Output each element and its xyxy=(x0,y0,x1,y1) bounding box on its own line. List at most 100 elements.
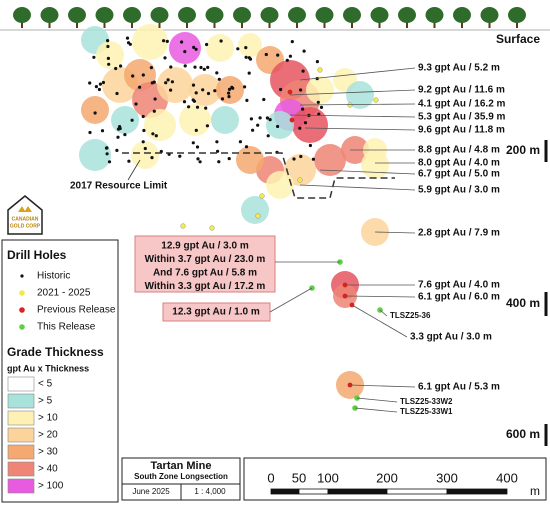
tree-trunk xyxy=(406,20,408,28)
historic-hole xyxy=(94,85,98,89)
scale-label: 200 xyxy=(376,470,398,485)
intercept-label: 6.1 gpt Au / 5.3 m xyxy=(418,382,500,393)
recent-hole xyxy=(317,67,323,73)
callout-text: Within 3.3 gpt Au / 17.2 m xyxy=(145,281,266,292)
historic-hole xyxy=(206,91,211,96)
grade-blob xyxy=(131,141,159,169)
historic-hole xyxy=(244,55,248,59)
historic-hole xyxy=(311,157,315,161)
tree-trunk xyxy=(461,20,463,28)
grade-blob xyxy=(361,151,389,179)
intercept-label: 8.0 gpt Au / 4.0 m xyxy=(418,158,500,169)
historic-hole xyxy=(118,125,122,129)
historic-hole xyxy=(301,69,305,73)
historic-hole xyxy=(301,107,305,111)
logo-text: CANADIAN xyxy=(12,216,39,222)
tree-crown xyxy=(205,7,224,23)
grade-blob xyxy=(266,111,294,139)
historic-hole xyxy=(213,89,217,93)
historic-hole xyxy=(243,85,247,89)
grade-blob xyxy=(189,74,221,106)
grade-blob xyxy=(81,96,109,124)
legend-label: This Release xyxy=(37,322,96,333)
legend-label: 2021 - 2025 xyxy=(37,288,91,299)
scale-segment xyxy=(446,488,508,495)
tree-crown xyxy=(288,7,306,23)
intercept-label: 3.3 gpt Au / 3.0 m xyxy=(410,332,492,343)
historic-hole xyxy=(92,55,96,59)
grade-blob xyxy=(132,24,168,60)
historic-hole xyxy=(220,97,225,101)
tree-trunk xyxy=(433,20,436,28)
logo-shield xyxy=(7,195,43,235)
leader xyxy=(289,89,416,96)
legend-symbol xyxy=(19,290,25,296)
intercept-label: 4.1 gpt Au / 16.2 m xyxy=(418,99,506,110)
tree-trunk xyxy=(516,20,518,28)
scale-label: 100 xyxy=(317,470,339,485)
historic-hole xyxy=(216,149,220,153)
scale-label: 50 xyxy=(292,470,306,485)
legend-symbol xyxy=(20,274,24,278)
leader xyxy=(344,295,416,298)
tree-trunk xyxy=(296,20,298,28)
historic-hole xyxy=(290,40,294,44)
historic-hole xyxy=(88,81,92,85)
tree-trunk xyxy=(378,20,381,28)
leader xyxy=(354,407,398,413)
historic-hole xyxy=(201,88,205,92)
historic-hole xyxy=(316,100,320,104)
historic-hole xyxy=(248,57,253,61)
callout-text: 12.3 gpt Au / 1.0 m xyxy=(172,307,260,318)
intercept-label: 9.6 gpt Au / 11.8 m xyxy=(418,125,505,136)
historic-hole xyxy=(227,95,231,99)
historic-hole xyxy=(298,126,302,130)
historic-hole xyxy=(126,41,131,45)
historic-hole xyxy=(215,71,219,75)
date: June 2025 xyxy=(132,487,170,496)
historic-hole xyxy=(195,145,200,149)
scale-segment xyxy=(327,488,388,495)
scale-bar: 0 50 100 200 300 400 m xyxy=(243,457,547,501)
logo-text: GOLD CORP xyxy=(10,223,41,229)
historic-hole xyxy=(202,67,206,71)
historic-hole xyxy=(308,143,312,148)
scale-segment xyxy=(270,488,300,495)
tree-crown xyxy=(343,7,361,23)
title-block: Tartan Mine South Zone Longsection June … xyxy=(121,457,241,501)
historic-hole xyxy=(98,82,102,86)
tree-crown xyxy=(398,7,416,23)
historic-hole xyxy=(319,105,324,109)
callout-box xyxy=(134,235,276,293)
historic-hole xyxy=(191,98,195,102)
historic-hole xyxy=(215,140,219,144)
tree-trunk xyxy=(351,20,353,28)
historic-hole xyxy=(199,65,203,70)
leader xyxy=(319,169,416,175)
historic-hole xyxy=(166,78,170,82)
grade-blob xyxy=(144,109,176,141)
historic-hole xyxy=(276,124,280,129)
surface-label: Surface xyxy=(496,32,540,46)
historic-hole xyxy=(230,85,234,89)
intercept-label: 6.7 gpt Au / 5.0 m xyxy=(418,169,500,180)
historic-hole xyxy=(130,118,134,122)
historic-hole xyxy=(163,56,167,60)
historic-hole xyxy=(97,87,101,92)
historic-hole xyxy=(292,157,296,161)
tree-trunk xyxy=(76,20,78,28)
historic-hole xyxy=(227,91,231,95)
historic-hole xyxy=(195,105,200,109)
historic-hole xyxy=(236,47,240,51)
legend-label: > 100 xyxy=(38,481,64,492)
historic-hole xyxy=(106,39,110,43)
leader xyxy=(299,67,416,81)
leader xyxy=(289,114,416,118)
resource-limit-label: 2017 Resource Limit xyxy=(70,181,168,192)
legend-label: > 30 xyxy=(38,447,58,458)
scale: 1 : 4,000 xyxy=(194,487,226,496)
grade-blob xyxy=(314,144,346,176)
intercept-label: 5.9 gpt Au / 3.0 m xyxy=(418,185,500,196)
historic-hole xyxy=(193,65,197,69)
intercept-label: 9.2 gpt Au / 11.6 m xyxy=(418,85,505,96)
